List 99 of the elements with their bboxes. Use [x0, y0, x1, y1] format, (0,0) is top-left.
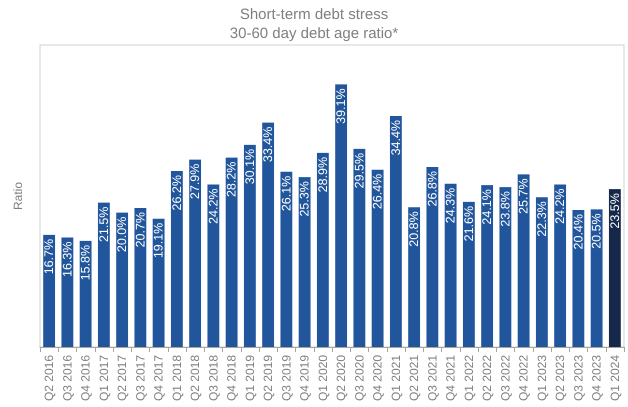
x-tick-label: Q2 2017: [115, 354, 130, 402]
data-label: 22.3%: [534, 201, 549, 237]
data-label: 20.4%: [571, 214, 586, 250]
bar: [244, 144, 256, 347]
bar: [207, 184, 220, 347]
bar: [152, 218, 165, 347]
data-label: 21.6%: [462, 206, 476, 242]
bar: [536, 197, 548, 347]
x-tick-label: Q2 2022: [480, 354, 494, 402]
data-label: 16.3%: [60, 242, 74, 277]
data-label: 27.9%: [188, 164, 202, 200]
bar: [590, 209, 603, 347]
x-tick-label: Q1 2021: [388, 354, 403, 402]
x-tick-label: Q1 2023: [534, 354, 549, 402]
data-label: 33.4%: [261, 126, 276, 162]
x-tick-label: Q2 2016: [42, 354, 56, 402]
x-tick-label: Q2 2023: [553, 354, 568, 402]
chart-subtitle: 30-60 day debt age ratio*: [230, 25, 398, 42]
bar: [408, 207, 420, 347]
bar: [335, 84, 348, 347]
x-tick-label: Q1 2020: [316, 354, 330, 402]
bar: [298, 177, 311, 347]
data-label: 20.8%: [407, 211, 422, 247]
x-tick-label: Q4 2019: [298, 354, 312, 402]
data-label: 30.1%: [242, 148, 257, 184]
bar: [554, 184, 566, 347]
x-tick-label: Q3 2017: [133, 354, 148, 402]
x-tick-label: Q4 2017: [152, 354, 166, 402]
chart-title: Short-term debt stress: [240, 6, 388, 23]
x-tick-label: Q3 2016: [60, 354, 74, 402]
data-label: 16.7%: [42, 238, 56, 274]
data-label: 26.1%: [279, 176, 294, 212]
data-label: 24.1%: [480, 189, 494, 225]
bar: [572, 210, 584, 347]
bar: [426, 167, 438, 347]
data-label: 26.4%: [370, 174, 385, 210]
x-tick-label: Q3 2022: [498, 354, 512, 402]
data-label: 26.2%: [170, 175, 184, 210]
x-tick-label: Q4 2016: [78, 354, 93, 402]
x-tick-label: Q2 2018: [188, 354, 202, 402]
x-tick-label: Q4 2021: [444, 354, 458, 402]
data-label: 21.5%: [96, 206, 111, 242]
bar: [80, 240, 92, 347]
bar: [262, 122, 274, 347]
bar: [481, 185, 494, 347]
bar: [98, 202, 110, 347]
data-label: 20.5%: [590, 213, 604, 249]
x-tick-label: Q1 2017: [96, 354, 111, 402]
data-label: 24.3%: [444, 188, 458, 224]
x-tick-label: Q3 2018: [206, 354, 220, 402]
bar: [462, 202, 475, 347]
x-tick-label: Q4 2023: [590, 354, 604, 402]
x-tick-label: Q3 2019: [279, 354, 294, 402]
data-label: 28.9%: [316, 156, 330, 192]
x-tick-label: Q2 2019: [261, 354, 276, 402]
x-tick-label: Q1 2018: [170, 354, 184, 402]
bar: [280, 172, 292, 347]
y-axis-title: Ratio: [11, 182, 25, 210]
x-tick-label: Q1 2024: [608, 354, 622, 402]
data-label: 25.3%: [298, 181, 312, 217]
bar: [444, 184, 457, 347]
data-label: 20.7%: [133, 212, 148, 248]
data-label: 39.1%: [334, 88, 348, 124]
bar: [372, 170, 384, 347]
data-label: 28.2%: [224, 162, 239, 198]
bar: [608, 189, 621, 347]
data-label: 23.8%: [498, 191, 512, 227]
x-tick-label: Q4 2018: [224, 354, 239, 402]
data-label: 24.2%: [206, 188, 220, 224]
bar: [134, 208, 146, 347]
bar: [189, 160, 202, 347]
bar: [316, 152, 329, 347]
data-label: 34.4%: [388, 120, 403, 156]
x-tick-label: Q3 2021: [425, 354, 440, 402]
data-label: 23.5%: [608, 193, 622, 229]
x-tick-label: Q4 2022: [516, 354, 531, 402]
x-tick-label: Q2 2021: [407, 354, 422, 402]
bar: [353, 148, 366, 347]
bar: [116, 212, 128, 347]
x-tick-label: Q4 2020: [370, 354, 385, 402]
x-tick-label: Q3 2023: [571, 354, 586, 402]
bar: [43, 234, 56, 347]
bar: [390, 116, 402, 347]
data-label: 25.7%: [516, 178, 531, 214]
data-label: 15.8%: [78, 244, 93, 280]
data-label: 24.2%: [553, 188, 568, 224]
data-label: 26.8%: [425, 171, 440, 206]
x-tick-label: Q1 2019: [242, 354, 257, 402]
bar: [226, 158, 238, 347]
x-tick-label: Q2 2020: [334, 354, 348, 402]
data-label: 29.5%: [352, 152, 366, 188]
bar: [499, 187, 512, 347]
bar: [61, 238, 74, 347]
x-tick-label: Q1 2022: [462, 354, 476, 402]
data-label: 20.0%: [115, 216, 130, 252]
bar: [170, 171, 183, 347]
x-tick-label: Q3 2020: [352, 354, 366, 402]
data-label: 19.1%: [152, 222, 166, 258]
bar: [518, 174, 530, 347]
